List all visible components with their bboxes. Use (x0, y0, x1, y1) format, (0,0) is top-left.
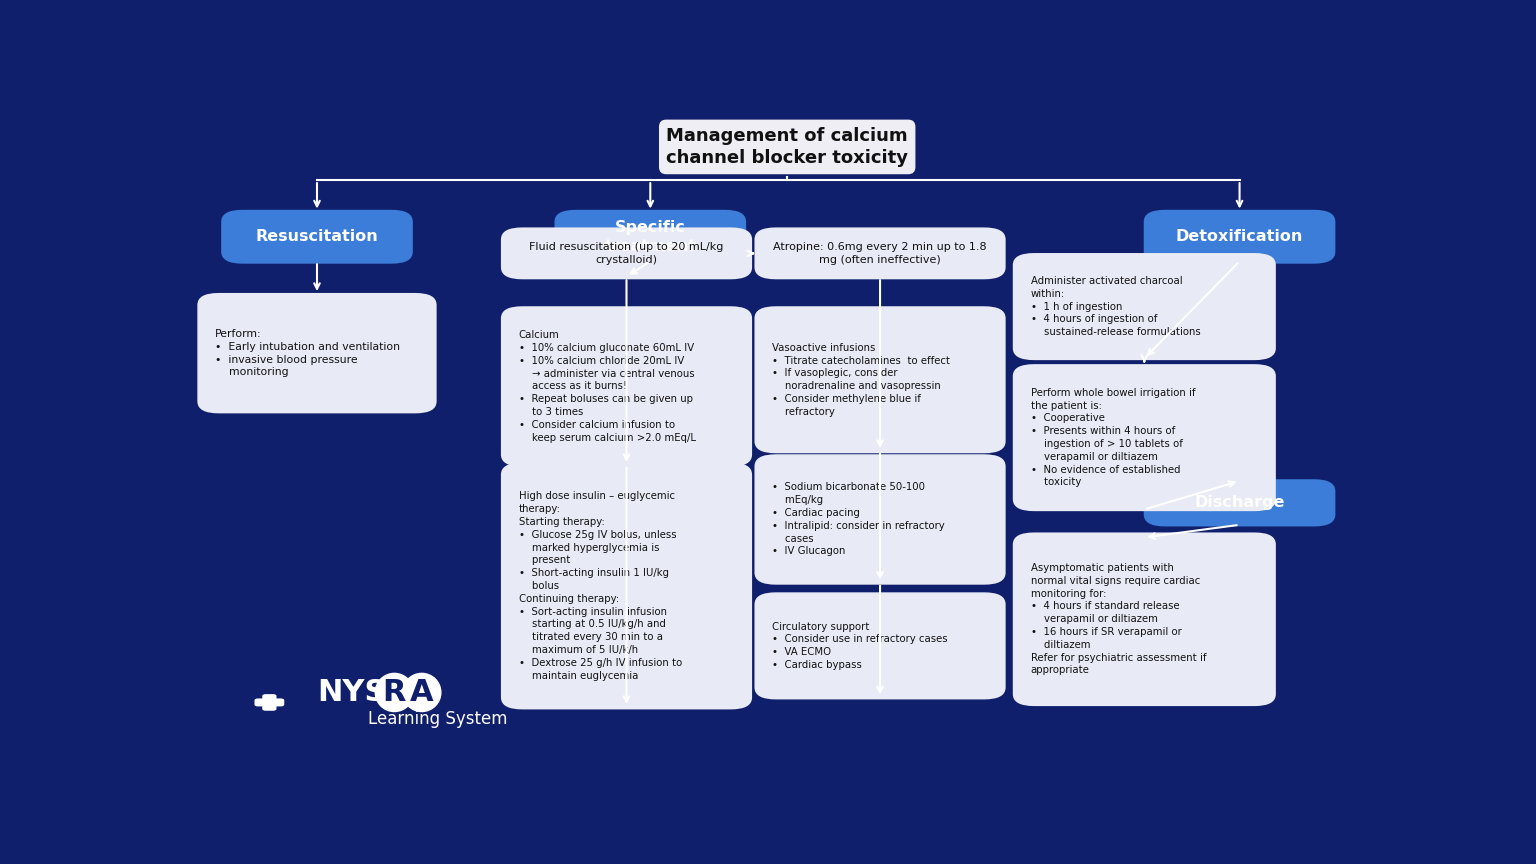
FancyBboxPatch shape (754, 227, 1006, 279)
FancyBboxPatch shape (1144, 210, 1335, 264)
Text: Fluid resuscitation (up to 20 mL/kg
crystalloid): Fluid resuscitation (up to 20 mL/kg crys… (530, 242, 723, 264)
Text: Perform:
•  Early intubation and ventilation
•  invasive blood pressure
    moni: Perform: • Early intubation and ventilat… (215, 329, 401, 378)
Text: Learning System: Learning System (369, 710, 508, 728)
Text: High dose insulin – euglycemic
therapy:
Starting therapy:
•  Glucose 25g IV bolu: High dose insulin – euglycemic therapy: … (519, 492, 682, 681)
Text: •  Sodium bicarbonate 50-100
    mEq/kg
•  Cardiac pacing
•  Intralipid: conside: • Sodium bicarbonate 50-100 mEq/kg • Car… (773, 482, 945, 556)
FancyBboxPatch shape (255, 698, 284, 707)
FancyBboxPatch shape (197, 293, 436, 413)
FancyBboxPatch shape (221, 210, 413, 264)
FancyBboxPatch shape (754, 454, 1006, 585)
Text: Asymptomatic patients with
normal vital signs require cardiac
monitoring for:
• : Asymptomatic patients with normal vital … (1031, 563, 1206, 676)
Text: Calcium
•  10% calcium gluconate 60mL IV
•  10% calcium chloride 20mL IV
    → a: Calcium • 10% calcium gluconate 60mL IV … (519, 330, 696, 442)
FancyBboxPatch shape (501, 306, 753, 467)
FancyBboxPatch shape (1012, 253, 1276, 360)
Text: A: A (410, 678, 433, 707)
Text: Management of calcium
channel blocker toxicity: Management of calcium channel blocker to… (667, 127, 908, 167)
FancyBboxPatch shape (1012, 532, 1276, 706)
FancyBboxPatch shape (754, 593, 1006, 700)
FancyBboxPatch shape (263, 694, 276, 711)
Text: R: R (382, 678, 406, 707)
Text: Detoxification: Detoxification (1177, 229, 1303, 245)
Text: Perform whole bowel irrigation if
the patient is:
•  Cooperative
•  Presents wit: Perform whole bowel irrigation if the pa… (1031, 388, 1195, 487)
FancyBboxPatch shape (754, 306, 1006, 454)
Text: Atropine: 0.6mg every 2 min up to 1.8
mg (often ineffective): Atropine: 0.6mg every 2 min up to 1.8 mg… (773, 242, 986, 264)
FancyBboxPatch shape (501, 462, 753, 709)
Text: Circulatory support
•  Consider use in refractory cases
•  VA ECMO
•  Cardiac by: Circulatory support • Consider use in re… (773, 622, 948, 670)
Text: Resuscitation: Resuscitation (255, 229, 378, 245)
FancyBboxPatch shape (1012, 364, 1276, 511)
Text: NYSO: NYSO (316, 678, 412, 707)
Text: Administer activated charcoal
within:
•  1 h of ingestion
•  4 hours of ingestio: Administer activated charcoal within: • … (1031, 276, 1201, 337)
Text: A: A (410, 678, 433, 707)
FancyBboxPatch shape (1144, 480, 1335, 526)
Text: Vasoactive infusions
•  Titrate catecholamines  to effect
•  If vasoplegic, cons: Vasoactive infusions • Titrate catechola… (773, 343, 951, 416)
Text: Specific
treatment: Specific treatment (604, 219, 696, 254)
Text: Discharge: Discharge (1195, 495, 1284, 511)
Text: R: R (382, 678, 406, 707)
FancyBboxPatch shape (554, 210, 746, 264)
FancyBboxPatch shape (501, 227, 753, 279)
